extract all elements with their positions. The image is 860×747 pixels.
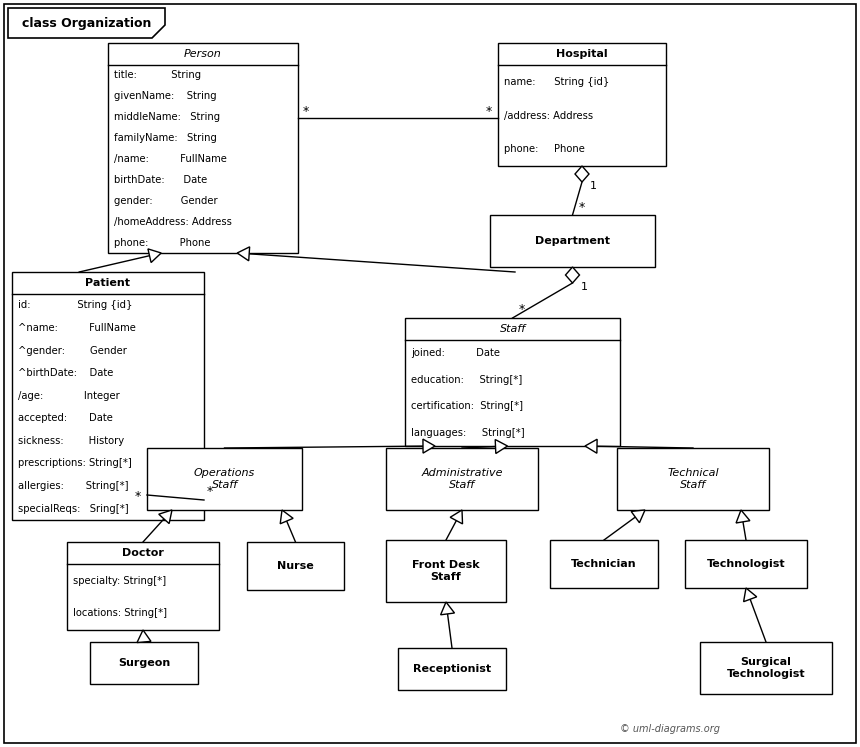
Text: *: * (579, 200, 585, 214)
Bar (617, 448, 769, 510)
Text: *: * (303, 105, 310, 119)
Bar (490, 215, 655, 267)
Bar (398, 648, 506, 690)
Text: joined:          Date: joined: Date (411, 348, 500, 359)
Polygon shape (440, 602, 454, 615)
Polygon shape (137, 630, 151, 642)
Text: familyName:   String: familyName: String (114, 133, 217, 143)
Text: /address: Address: /address: Address (504, 111, 593, 120)
Text: Surgical
Technologist: Surgical Technologist (727, 657, 805, 679)
Polygon shape (280, 510, 293, 524)
Text: Person: Person (184, 49, 222, 59)
Text: allergies:       String[*]: allergies: String[*] (18, 481, 128, 491)
Polygon shape (631, 510, 645, 523)
Bar (498, 43, 666, 166)
Polygon shape (8, 8, 165, 38)
Bar (386, 448, 538, 510)
Polygon shape (159, 510, 172, 524)
Text: specialty: String[*]: specialty: String[*] (73, 575, 166, 586)
Polygon shape (736, 510, 750, 523)
Text: class Organization: class Organization (22, 16, 151, 29)
Polygon shape (450, 510, 463, 524)
Text: Administrative
Staff: Administrative Staff (421, 468, 503, 490)
Text: Patient: Patient (85, 278, 131, 288)
Text: ^birthDate:    Date: ^birthDate: Date (18, 368, 114, 378)
Text: Operations
Staff: Operations Staff (194, 468, 255, 490)
Polygon shape (495, 439, 507, 453)
Text: *: * (519, 303, 525, 317)
Text: © uml-diagrams.org: © uml-diagrams.org (620, 724, 720, 734)
Polygon shape (575, 166, 589, 182)
Polygon shape (585, 439, 597, 453)
Polygon shape (744, 588, 757, 601)
Text: /age:             Integer: /age: Integer (18, 391, 120, 400)
Text: /name:          FullName: /name: FullName (114, 154, 227, 164)
Text: /homeAddress: Address: /homeAddress: Address (114, 217, 232, 226)
Bar (67, 542, 219, 630)
Text: Doctor: Doctor (122, 548, 164, 558)
Text: locations: String[*]: locations: String[*] (73, 609, 167, 619)
Text: Staff: Staff (500, 324, 525, 334)
Text: phone:     Phone: phone: Phone (504, 144, 585, 154)
Text: ^gender:        Gender: ^gender: Gender (18, 346, 127, 356)
Text: ^name:          FullName: ^name: FullName (18, 323, 136, 333)
Text: givenName:    String: givenName: String (114, 91, 217, 102)
Text: Surgeon: Surgeon (118, 658, 170, 668)
Text: Department: Department (535, 236, 610, 246)
Text: education:     String[*]: education: String[*] (411, 375, 522, 385)
Bar (685, 540, 807, 588)
Text: specialReqs:   Sring[*]: specialReqs: Sring[*] (18, 503, 129, 514)
Polygon shape (423, 439, 435, 453)
Bar (147, 448, 302, 510)
Text: middleName:   String: middleName: String (114, 112, 220, 123)
Text: gender:         Gender: gender: Gender (114, 196, 218, 205)
Text: 1: 1 (590, 181, 597, 191)
Bar (90, 642, 198, 684)
Text: Receptionist: Receptionist (413, 664, 491, 674)
Polygon shape (148, 249, 161, 262)
Text: birthDate:      Date: birthDate: Date (114, 175, 207, 185)
Text: *: * (486, 105, 492, 119)
Bar (550, 540, 658, 588)
Text: prescriptions: String[*]: prescriptions: String[*] (18, 459, 132, 468)
Polygon shape (566, 267, 580, 283)
Text: *: * (207, 485, 213, 498)
Bar (405, 318, 620, 446)
Bar (386, 540, 506, 602)
Text: phone:          Phone: phone: Phone (114, 238, 211, 247)
Text: accepted:       Date: accepted: Date (18, 413, 113, 424)
Text: name:      String {id}: name: String {id} (504, 77, 610, 87)
Text: Nurse: Nurse (277, 561, 314, 571)
Text: *: * (135, 490, 141, 503)
Text: Front Desk
Staff: Front Desk Staff (412, 560, 480, 582)
Text: Technical
Staff: Technical Staff (667, 468, 719, 490)
Polygon shape (237, 247, 249, 261)
Text: Technologist: Technologist (707, 559, 785, 569)
Bar (247, 542, 344, 590)
Bar (700, 642, 832, 694)
Text: languages:     String[*]: languages: String[*] (411, 428, 525, 438)
Text: Hospital: Hospital (556, 49, 608, 59)
Text: Technician: Technician (571, 559, 636, 569)
Text: 1: 1 (580, 282, 587, 292)
Bar (12, 272, 204, 520)
Text: certification:  String[*]: certification: String[*] (411, 401, 523, 412)
Text: sickness:        History: sickness: History (18, 436, 124, 446)
Bar (108, 43, 298, 253)
Text: id:               String {id}: id: String {id} (18, 300, 132, 310)
Text: title:           String: title: String (114, 70, 201, 81)
